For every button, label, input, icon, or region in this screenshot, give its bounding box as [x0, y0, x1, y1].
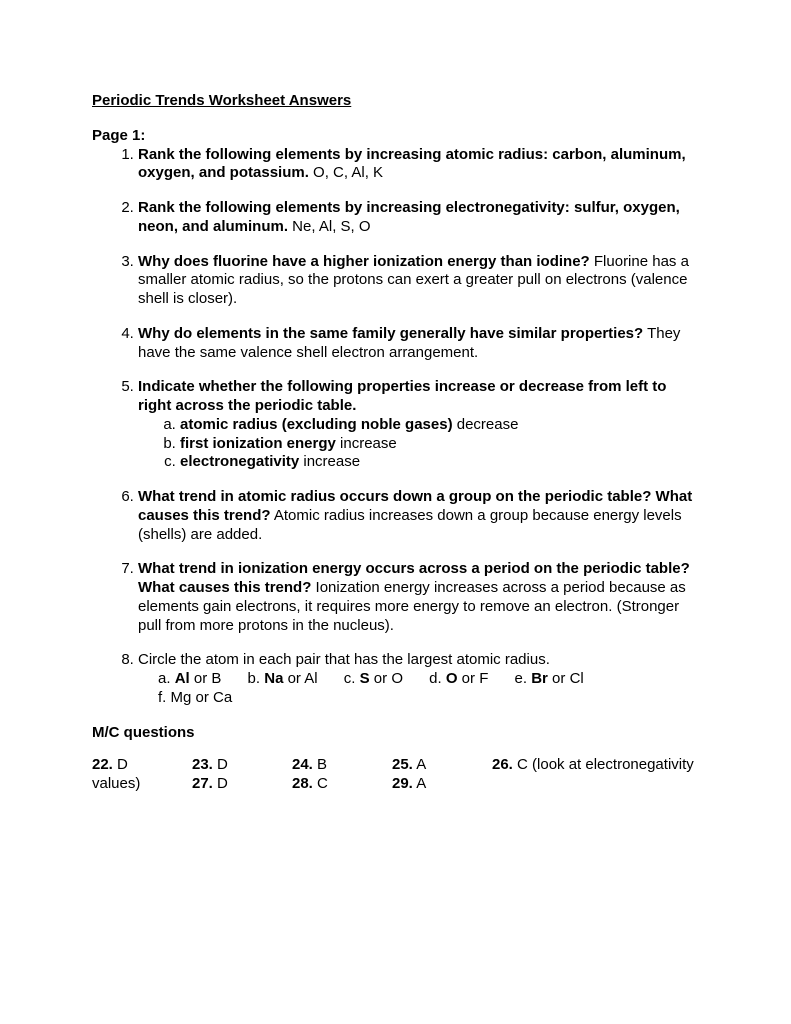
pair-option: a. Al or B	[158, 670, 221, 687]
sub-answer: decrease	[453, 416, 519, 433]
pair-post: or O	[370, 670, 403, 687]
pair-bold: Na	[264, 670, 283, 687]
pair-option: e. Br or Cl	[515, 670, 584, 687]
question-item: Why does fluorine have a higher ionizati…	[138, 253, 701, 309]
pair-option: f. Mg or Ca	[158, 689, 232, 706]
question-text: Why do elements in the same family gener…	[138, 325, 643, 342]
mc-a: C (look at electronegativity	[513, 756, 694, 773]
pair-post: or F	[458, 670, 489, 687]
mc-cell: 25. A	[392, 756, 492, 775]
pair-post: or Al	[283, 670, 317, 687]
sub-item: electronegativity increase	[180, 453, 701, 472]
pair-post: or Cl	[548, 670, 584, 687]
sub-answer: increase	[299, 453, 360, 470]
mc-cell: 27. D	[192, 775, 292, 794]
mc-a: D	[213, 775, 228, 792]
mc-a: A	[413, 775, 426, 792]
mc-q: 26.	[492, 756, 513, 773]
mc-q: 25.	[392, 756, 413, 773]
mc-cell: 22. D	[92, 756, 192, 775]
pair-pre: d.	[429, 670, 446, 687]
mc-q: 27.	[192, 775, 213, 792]
question-item: Why do elements in the same family gener…	[138, 325, 701, 363]
mc-cell: 24. B	[292, 756, 392, 775]
question-item: Circle the atom in each pair that has th…	[138, 651, 701, 707]
sub-bold: atomic radius (excluding noble gases)	[180, 416, 453, 433]
answer-text: O, C, Al, K	[309, 164, 383, 181]
sub-item: first ionization energy increase	[180, 435, 701, 454]
pairs-row: a. Al or B b. Na or Al c. S or O d. O or…	[138, 670, 701, 708]
question-text: Circle the atom in each pair that has th…	[138, 651, 550, 668]
question-text: Rank the following elements by increasin…	[138, 146, 686, 182]
page-label: Page 1:	[92, 127, 701, 146]
mc-cell: 23. D	[192, 756, 292, 775]
question-item: What trend in ionization energy occurs a…	[138, 560, 701, 635]
mc-row: values) 27. D 28. C 29. A	[92, 775, 701, 794]
question-list: Rank the following elements by increasin…	[92, 146, 701, 708]
mc-cell: values)	[92, 775, 192, 794]
mc-cell: 28. C	[292, 775, 392, 794]
mc-q: 29.	[392, 775, 413, 792]
question-text: Indicate whether the following propertie…	[138, 378, 666, 414]
pair-option: c. S or O	[344, 670, 403, 687]
question-item: Rank the following elements by increasin…	[138, 199, 701, 237]
pair-post: or B	[190, 670, 222, 687]
question-text: Why does fluorine have a higher ionizati…	[138, 253, 590, 270]
mc-heading: M/C questions	[92, 724, 701, 743]
pair-bold: Al	[175, 670, 190, 687]
sub-item: atomic radius (excluding noble gases) de…	[180, 416, 701, 435]
mc-cell: 26. C (look at electronegativity	[492, 756, 694, 775]
pair-bold: S	[360, 670, 370, 687]
pair-bold: O	[446, 670, 458, 687]
mc-a: D	[113, 756, 128, 773]
mc-q: 28.	[292, 775, 313, 792]
pair-pre: a.	[158, 670, 175, 687]
pair-option: d. O or F	[429, 670, 488, 687]
mc-row: 22. D 23. D 24. B 25. A 26. C (look at e…	[92, 756, 701, 775]
question-text: Rank the following elements by increasin…	[138, 199, 680, 235]
pair-pre: e.	[515, 670, 532, 687]
mc-a: D	[213, 756, 228, 773]
mc-q: 24.	[292, 756, 313, 773]
pair-bold: Br	[531, 670, 548, 687]
sub-bold: electronegativity	[180, 453, 299, 470]
pair-pre: b.	[248, 670, 265, 687]
mc-a: A	[413, 756, 426, 773]
mc-cell: 29. A	[392, 775, 492, 794]
mc-a: C	[313, 775, 328, 792]
mc-q: 22.	[92, 756, 113, 773]
mc-a: B	[313, 756, 327, 773]
pair-pre: c.	[344, 670, 360, 687]
sub-list: atomic radius (excluding noble gases) de…	[138, 416, 701, 472]
sub-bold: first ionization energy	[180, 435, 336, 452]
document-title: Periodic Trends Worksheet Answers	[92, 92, 701, 111]
question-item: What trend in atomic radius occurs down …	[138, 488, 701, 544]
mc-plain: values)	[92, 775, 140, 792]
pair-pre: f. Mg or Ca	[158, 689, 232, 706]
pair-option: b. Na or Al	[248, 670, 318, 687]
question-item: Rank the following elements by increasin…	[138, 146, 701, 184]
question-item: Indicate whether the following propertie…	[138, 378, 701, 472]
answer-text: Ne, Al, S, O	[288, 218, 371, 235]
sub-answer: increase	[336, 435, 397, 452]
mc-q: 23.	[192, 756, 213, 773]
document-page: Periodic Trends Worksheet Answers Page 1…	[0, 0, 791, 794]
